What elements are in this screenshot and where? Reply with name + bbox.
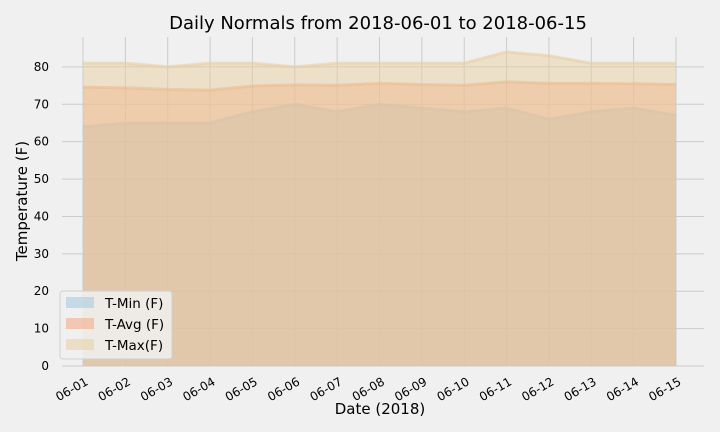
x-axis-label: Date (2018) xyxy=(335,400,426,418)
y-axis-ticks: 0 10 20 30 40 50 60 70 80 xyxy=(34,60,49,373)
y-tick-label: 60 xyxy=(34,135,49,149)
legend-swatch xyxy=(66,318,94,329)
y-axis-label: Temperature (F) xyxy=(13,141,31,262)
y-tick-label: 10 xyxy=(34,322,49,336)
legend-swatch xyxy=(66,339,94,350)
y-tick-label: 0 xyxy=(41,359,49,373)
y-tick-label: 80 xyxy=(34,60,49,74)
legend-swatch xyxy=(66,297,94,308)
y-tick-label: 70 xyxy=(34,97,49,111)
legend: T-Min (F) T-Avg (F) T-Max(F) xyxy=(59,290,173,360)
series-areas xyxy=(82,50,677,367)
y-tick-label: 40 xyxy=(34,209,49,223)
y-tick-label: 30 xyxy=(34,247,49,261)
line-t-max-f xyxy=(83,50,676,69)
y-tick-label: 20 xyxy=(34,284,49,298)
legend-label: T-Avg (F) xyxy=(104,317,164,333)
y-tick-label: 50 xyxy=(34,172,49,186)
chart-title: Daily Normals from 2018-06-01 to 2018-06… xyxy=(169,13,587,34)
legend-label: T-Min (F) xyxy=(104,296,163,312)
area-t-max-f xyxy=(83,51,676,367)
legend-label: T-Max(F) xyxy=(104,338,163,354)
